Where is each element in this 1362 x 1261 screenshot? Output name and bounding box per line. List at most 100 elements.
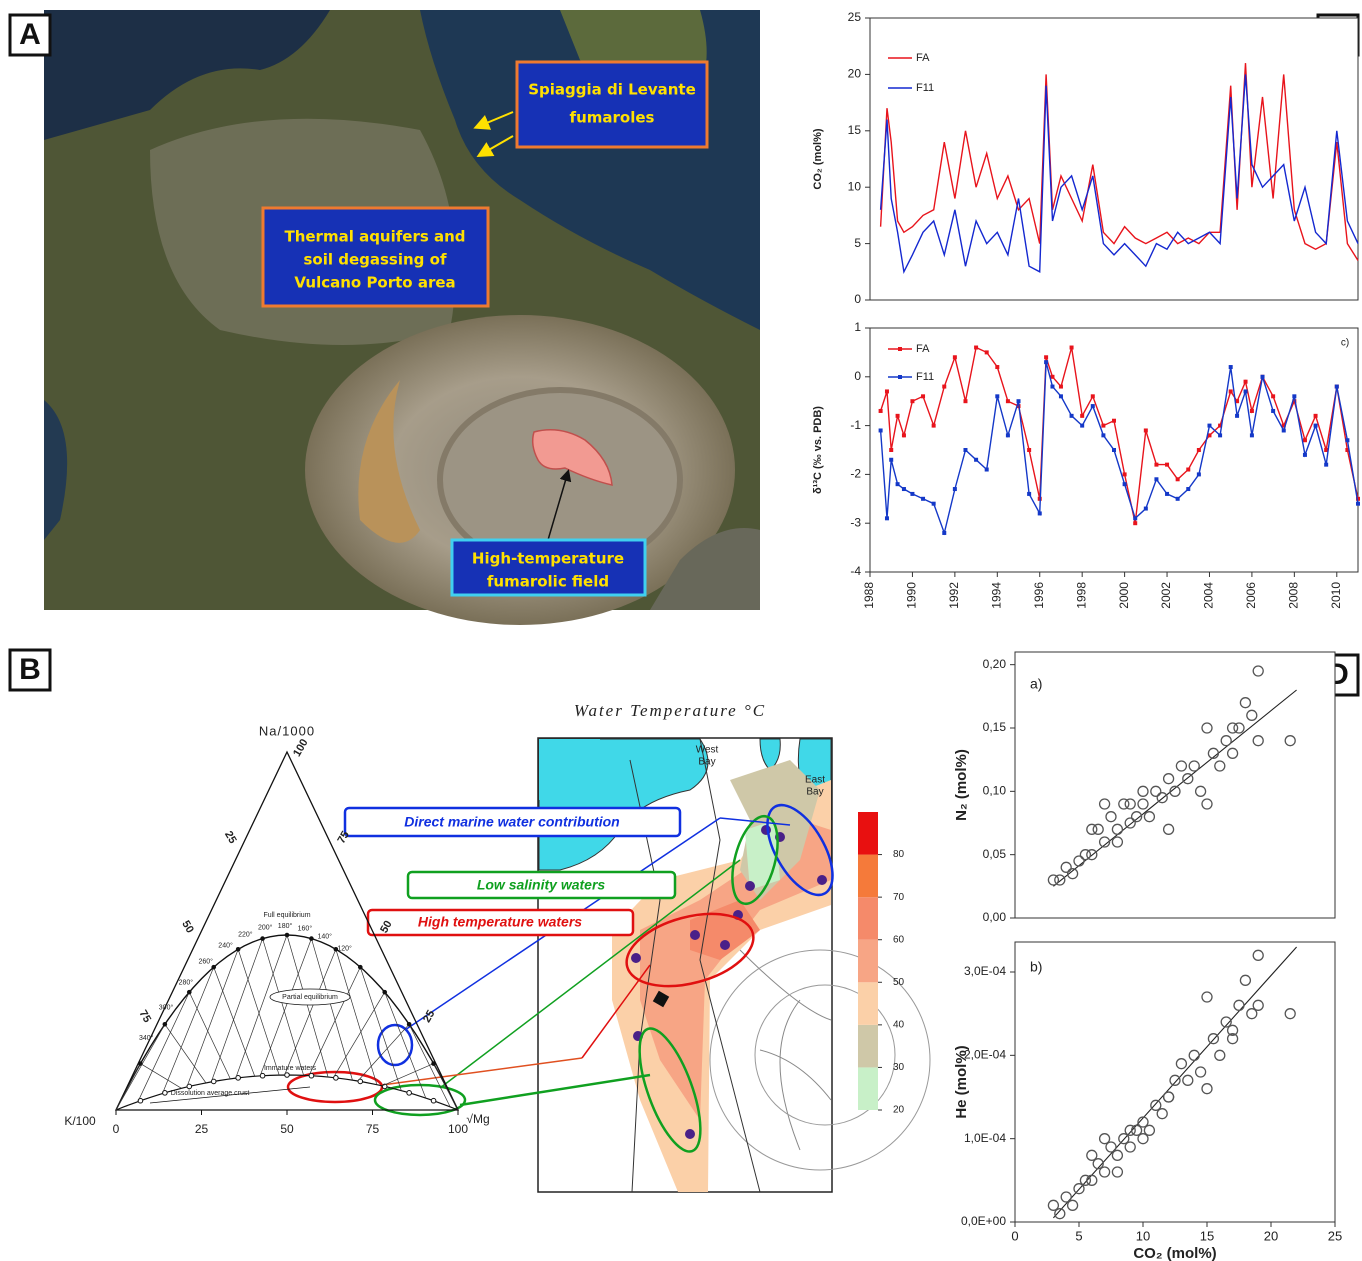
isotherm-label: 220° [238,930,253,938]
point [1218,423,1223,428]
x-tick-label: 2004 [1202,582,1216,609]
ellipse [731,814,779,906]
colorbar-segment [858,1067,878,1110]
isotherm-line [137,991,190,1102]
curve-node [211,964,217,970]
point [1271,394,1276,399]
point [1220,735,1232,747]
point [1086,849,1098,861]
point [1122,482,1127,487]
point [1175,760,1188,772]
point [1124,1141,1136,1153]
full-equilibrium-curve [115,934,459,1111]
point [1130,811,1143,823]
y-tick-label: 0,15 [983,720,1007,734]
point [1143,1124,1156,1136]
point [1345,438,1350,443]
panel-label-box [8,13,52,57]
point [1194,785,1207,797]
colorbar-segment [858,812,878,855]
connector [439,859,741,1089]
annotation: a) [1030,676,1042,692]
colorbar-segment [858,939,878,983]
point [1235,399,1240,404]
y-tick-label: 3,0E-04 [964,964,1006,978]
point [942,530,947,535]
tick-label: 75 [366,1122,380,1136]
tick-label: 50 [179,919,196,936]
point [901,487,906,492]
point [1111,823,1124,835]
point [1226,1024,1239,1036]
connector [719,817,791,826]
annotation: c) [1341,338,1349,349]
legend-label: FA [916,52,930,64]
place-label: Bay [806,787,823,798]
y-tick-label: 10 [848,179,862,193]
y-tick-label: 0 [854,292,861,306]
site [817,875,827,885]
point [1186,487,1191,492]
isotherm-label: 180° [278,922,293,930]
x-tick-label: 10 [1136,1228,1150,1243]
point [1228,389,1233,394]
point [1226,1033,1239,1045]
point [1201,798,1213,810]
vertex-label: K/100 [64,1114,96,1128]
sea [44,400,68,540]
ellipse [766,803,834,897]
series-line [879,362,1359,536]
connector [459,1073,651,1107]
point [984,467,989,472]
point [1281,428,1286,433]
trend-line [1052,946,1298,1219]
place-label: West [696,745,719,756]
isotherm-line [188,991,231,1079]
point [1214,760,1226,772]
ellipse [373,1083,467,1117]
point [1122,472,1127,477]
point [1150,785,1162,797]
point [1118,798,1130,810]
point [1292,399,1297,404]
point [1044,355,1049,360]
point [1101,433,1106,438]
legend-label: F11 [916,371,934,383]
point [963,448,968,452]
vertex-label: Na/1000 [259,723,315,738]
legend-marker [898,347,902,351]
y-tick-label: -1 [850,418,861,432]
point [1137,1133,1149,1145]
tick-label: 25 [421,1008,438,1025]
point [1207,433,1212,438]
x-tick-label: 20 [1264,1228,1278,1243]
arrow-line [149,1086,311,1104]
isotherm-line [115,1024,166,1111]
point [1066,868,1079,880]
map-title: Water Temperature °C [574,701,766,720]
panel-label: B [19,653,41,686]
point [1137,785,1149,797]
point [1188,1049,1200,1061]
x-tick-label: 1990 [905,582,919,609]
curve-node [284,932,290,938]
point [1086,1149,1098,1161]
callout-box [515,60,709,149]
isotherm-line [262,938,304,1076]
point [1201,991,1213,1003]
legend-marker [898,375,902,379]
curve-node [430,1097,437,1104]
curve-node [406,1090,412,1096]
point [1047,1199,1060,1211]
curve-node [138,1061,143,1066]
region-label: Partial equilibrium [282,994,338,1001]
region-label: Immature waters [264,1065,317,1072]
isotherm-line [433,1063,459,1111]
point [942,384,947,389]
point [1092,1158,1104,1170]
y-tick-label: 5 [854,236,861,250]
point [1005,399,1010,404]
point [1182,1074,1194,1086]
isotherm-line [335,949,378,1085]
callout-box [450,538,647,597]
